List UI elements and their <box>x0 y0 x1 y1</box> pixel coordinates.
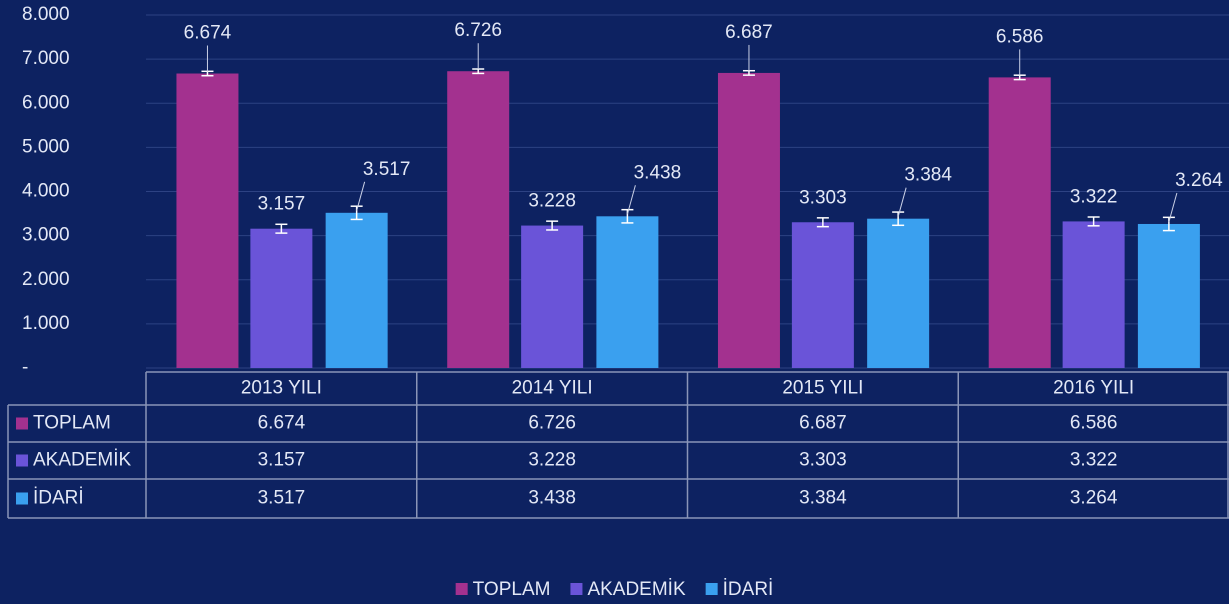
table-cell: 3.228 <box>528 450 576 471</box>
table-cell: 3.264 <box>1070 488 1118 509</box>
legend-label: AKADEMİK <box>587 579 686 600</box>
data-label: 3.303 <box>799 187 847 208</box>
bar <box>447 71 510 369</box>
y-tick-label: 7.000 <box>22 48 70 69</box>
y-tick-label: 5.000 <box>22 136 70 157</box>
bar <box>988 77 1051 368</box>
data-label: 6.687 <box>725 22 773 43</box>
table-legend-key <box>16 417 28 430</box>
table-cell: 3.303 <box>799 450 847 471</box>
legend-label: TOPLAM <box>473 579 551 600</box>
data-label: 6.674 <box>184 23 232 44</box>
legend-key <box>705 583 718 595</box>
data-label: 3.157 <box>258 194 306 215</box>
data-label: 3.264 <box>1175 170 1223 191</box>
x-tick-label: 2016 YILI <box>1053 378 1134 399</box>
y-tick-label: 2.000 <box>22 269 70 290</box>
legend-key <box>570 583 583 595</box>
table-legend-key <box>16 454 28 467</box>
table-cell: 6.674 <box>258 413 306 434</box>
data-label: 3.438 <box>634 162 682 183</box>
y-tick-label: 6.000 <box>22 92 70 113</box>
table-cell: 6.687 <box>799 413 847 434</box>
bar <box>1137 223 1200 368</box>
bar <box>250 228 313 368</box>
data-label: 3.228 <box>528 191 576 212</box>
data-label: 6.726 <box>454 20 502 41</box>
leader-line <box>897 187 907 217</box>
bar <box>791 222 854 368</box>
bar <box>325 212 388 368</box>
table-cell: 3.384 <box>799 488 847 509</box>
leader-line <box>356 181 366 211</box>
data-label: 6.586 <box>996 26 1044 47</box>
leader-line <box>1168 192 1178 223</box>
bar <box>867 218 930 368</box>
table-cell: 3.157 <box>258 450 306 471</box>
table-legend-key <box>16 492 28 505</box>
data-label: 3.322 <box>1070 186 1118 207</box>
x-tick-label: 2013 YILI <box>241 378 322 399</box>
x-tick-label: 2014 YILI <box>512 378 593 399</box>
data-label: 3.517 <box>363 159 411 180</box>
table-cell: 3.438 <box>528 488 576 509</box>
table-cell: 3.322 <box>1070 450 1118 471</box>
bar <box>176 73 239 368</box>
x-tick-label: 2015 YILI <box>782 378 863 399</box>
legend-key <box>455 583 468 595</box>
table-row-label: İDARİ <box>33 488 84 509</box>
table-cell: 6.586 <box>1070 413 1118 434</box>
y-tick-label: 1.000 <box>22 313 70 334</box>
table-row-label: TOPLAM <box>33 413 111 434</box>
table-cell: 3.517 <box>258 488 306 509</box>
bar <box>521 225 584 368</box>
y-tick-label: - <box>22 357 28 378</box>
bar <box>596 216 659 368</box>
legend-label: İDARİ <box>723 579 774 600</box>
table-cell: 6.726 <box>528 413 576 434</box>
y-tick-label: 8.000 <box>22 4 70 25</box>
data-label: 3.384 <box>904 165 952 186</box>
bar <box>1062 221 1125 368</box>
leader-line <box>626 185 636 215</box>
y-tick-label: 4.000 <box>22 181 70 202</box>
table-row-label: AKADEMİK <box>33 450 132 471</box>
bar <box>717 72 780 368</box>
y-tick-label: 3.000 <box>22 225 70 246</box>
